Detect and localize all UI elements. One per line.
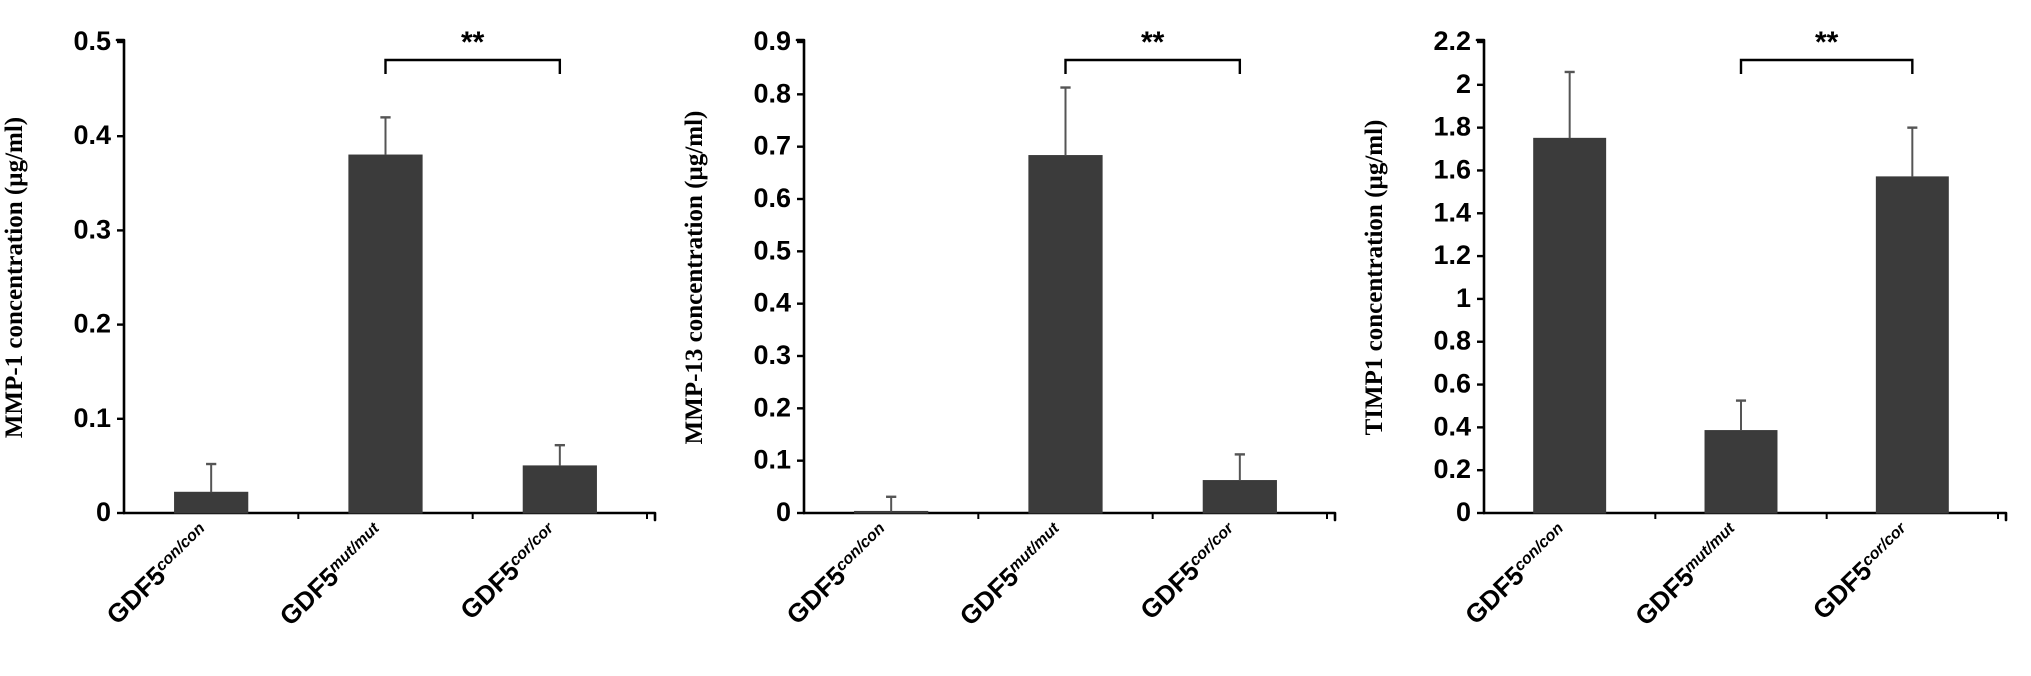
svg-text:0: 0	[1456, 497, 1471, 527]
svg-text:0.2: 0.2	[73, 309, 111, 339]
svg-text:0.5: 0.5	[73, 26, 111, 56]
svg-text:0.6: 0.6	[753, 183, 791, 213]
svg-text:0.8: 0.8	[1433, 326, 1471, 356]
svg-text:0.7: 0.7	[753, 131, 791, 161]
svg-text:MMP-13 concentration (µg/ml): MMP-13 concentration (µg/ml)	[681, 111, 708, 445]
svg-text:0.1: 0.1	[73, 403, 111, 433]
svg-text:0.2: 0.2	[753, 392, 791, 422]
svg-text:0.3: 0.3	[753, 340, 791, 370]
svg-text:1.8: 1.8	[1433, 112, 1471, 142]
svg-text:0.3: 0.3	[73, 214, 111, 244]
svg-text:0.2: 0.2	[1433, 454, 1471, 484]
svg-text:0.4: 0.4	[753, 288, 791, 318]
svg-text:0.6: 0.6	[1433, 369, 1471, 399]
svg-text:TIMP1 concentration (µg/ml): TIMP1 concentration (µg/ml)	[1361, 120, 1388, 436]
svg-text:**: **	[1815, 26, 1839, 59]
svg-text:1.6: 1.6	[1433, 154, 1471, 184]
svg-text:**: **	[1141, 26, 1165, 59]
svg-text:2.2: 2.2	[1433, 26, 1471, 56]
svg-text:1.4: 1.4	[1433, 197, 1471, 227]
svg-text:1: 1	[1456, 283, 1471, 313]
svg-text:0.9: 0.9	[753, 26, 791, 56]
svg-text:2: 2	[1456, 69, 1471, 99]
svg-text:0.5: 0.5	[753, 235, 791, 265]
svg-text:1.2: 1.2	[1433, 240, 1471, 270]
svg-text:0.1: 0.1	[753, 445, 791, 475]
svg-text:**: **	[461, 26, 485, 59]
svg-text:0.4: 0.4	[1433, 411, 1471, 441]
svg-text:0.4: 0.4	[73, 120, 111, 150]
svg-text:0: 0	[96, 497, 111, 527]
svg-text:MMP-1 concentration (µg/ml): MMP-1 concentration (µg/ml)	[1, 117, 28, 438]
svg-text:0: 0	[776, 497, 791, 527]
svg-text:0.8: 0.8	[753, 78, 791, 108]
